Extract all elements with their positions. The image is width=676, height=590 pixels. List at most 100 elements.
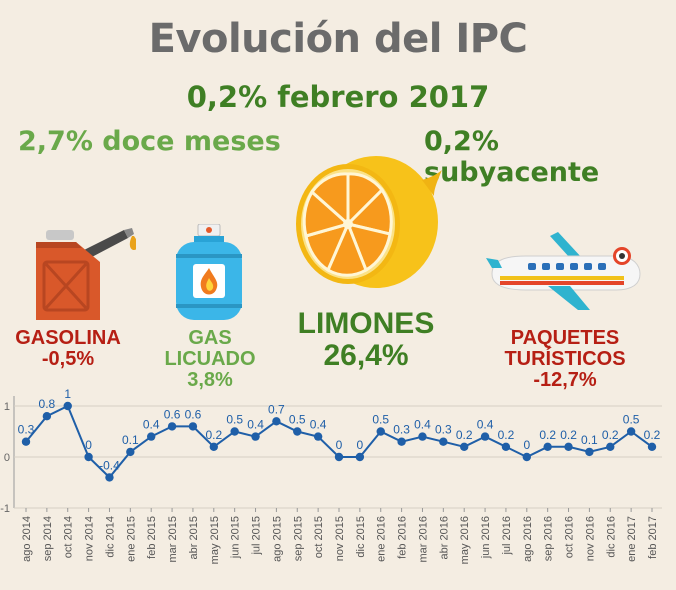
data-label: 0 [357,438,364,452]
data-point [105,473,114,482]
data-point [397,437,406,446]
x-tick-label: ene 2017 [626,516,638,562]
data-label: 0.5 [289,413,306,427]
data-point [251,432,260,441]
data-label: 0.3 [435,423,452,437]
data-point [313,432,323,441]
data-point [626,427,636,436]
y-tick-label: 0 [4,452,10,464]
x-tick-label: jun 2016 [480,516,492,559]
data-point [167,422,177,431]
data-label: 0.2 [539,428,556,442]
data-point [647,442,657,451]
data-point [230,427,239,436]
y-tick-label: -1 [0,503,10,515]
data-label: 0.4 [247,418,264,432]
x-tick-label: feb 2015 [146,516,158,559]
data-point [21,437,31,446]
data-point [480,432,490,441]
data-point [460,442,469,451]
gas-licuado-value: 3,8% [187,369,233,391]
gasolina-label: GASOLINA -0,5% [10,328,126,370]
x-tick-label: abr 2015 [188,516,200,559]
x-tick-label: oct 2016 [564,516,576,558]
twelve-month-headline: 2,7% doce meses [18,126,281,157]
data-point [293,427,302,436]
x-tick-label: dic 2014 [104,516,116,558]
data-point [439,437,448,446]
data-label: 0.5 [623,413,640,427]
data-label: 0.1 [581,433,598,447]
x-tick-label: nov 2015 [334,516,346,561]
x-tick-label: dic 2015 [355,516,367,558]
x-tick-label: sep 2014 [42,516,54,561]
data-point [334,452,344,462]
lemon-icon [296,156,442,288]
gasolina-value: -0,5% [41,348,95,370]
data-label: 0.8 [39,397,56,411]
x-tick-label: sep 2015 [292,516,304,561]
page-title: Evolución del IPC [148,16,528,62]
limones-value: 26,4% [323,338,409,372]
core-headline: 0,2% subyacente [424,126,600,188]
data-label: 0.2 [498,428,515,442]
data-label: 0.4 [414,418,431,432]
data-point [188,422,198,431]
data-label: 0.1 [122,433,139,447]
data-label: 0.3 [393,423,410,437]
data-label: 0.5 [372,413,389,427]
data-point [272,417,281,426]
data-point [543,442,552,451]
data-label: 1 [64,388,71,401]
x-tick-label: may 2016 [459,516,471,564]
page-subtitle: 0,2% febrero 2017 [186,80,490,114]
data-label: 0.3 [18,423,35,437]
x-tick-label: oct 2014 [63,516,75,558]
data-point [501,442,511,451]
x-tick-label: dic 2016 [605,516,617,558]
data-point [564,442,573,451]
data-point [522,452,531,462]
x-tick-label: may 2015 [209,516,221,564]
data-label: 0 [336,438,343,452]
data-label: 0.4 [477,418,494,432]
x-tick-label: nov 2014 [84,516,96,561]
data-label: -0.4 [99,458,120,472]
data-label: 0.4 [310,418,327,432]
gas-licuado-label: GAS LICUADO 3,8% [145,328,275,391]
x-tick-label: mar 2016 [417,516,429,562]
data-point [63,401,72,411]
gas-licuado-name: GAS LICUADO [164,327,256,370]
data-label: 0 [523,438,530,452]
data-point [418,432,427,441]
paquetes-value: -12,7% [533,369,597,391]
x-tick-label: nov 2016 [584,516,596,561]
data-label: 0.2 [456,428,473,442]
data-label: 0.2 [602,428,619,442]
data-label: 0.2 [644,428,661,442]
x-tick-label: jun 2015 [230,516,242,559]
limones-label: LIMONES 26,4% [296,308,436,371]
x-tick-label: jul 2016 [501,516,513,556]
x-tick-label: ene 2016 [376,516,388,562]
data-point [585,447,594,457]
data-point [376,427,385,436]
data-label: 0 [85,438,92,452]
x-tick-label: ago 2016 [522,516,534,562]
data-point [84,452,93,462]
data-label: 0.2 [205,428,222,442]
data-point [126,447,135,457]
data-label: 0.7 [268,402,285,416]
data-point [606,442,615,451]
paquetes-label: PAQUETES TURÍSTICOS -12,7% [455,328,675,391]
data-point [147,432,156,441]
data-label: 0.2 [560,428,577,442]
data-point [42,412,52,421]
x-tick-label: sep 2016 [543,516,555,561]
gas-cylinder-icon [176,224,242,320]
x-tick-label: mar 2015 [167,516,179,562]
paquetes-name: PAQUETES TURÍSTICOS [504,327,626,370]
y-tick-label: 1 [4,401,10,413]
x-tick-label: oct 2015 [313,516,325,558]
